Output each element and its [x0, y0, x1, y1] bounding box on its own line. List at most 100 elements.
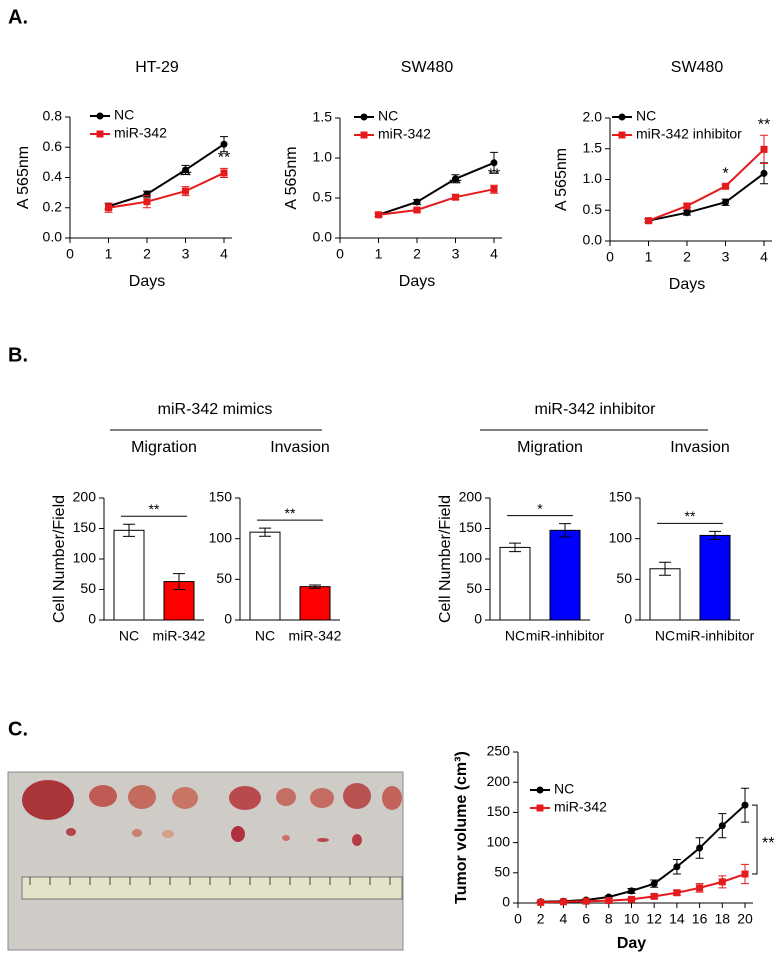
significance: **	[285, 505, 296, 521]
y-tick-label: 0	[88, 611, 96, 627]
point	[582, 897, 590, 905]
point	[650, 892, 658, 900]
y-tick-label: 0.2	[43, 198, 63, 214]
point	[741, 870, 749, 878]
y-tick-label: 1.0	[313, 149, 333, 165]
y-tick-label: 0.0	[583, 232, 603, 248]
y-tick-label: 0.0	[313, 229, 333, 245]
point	[683, 202, 691, 210]
bar	[113, 529, 145, 621]
x-tick-label: NC	[119, 628, 139, 644]
x-tick-label: 2	[143, 246, 151, 262]
legend-label: miR-342	[554, 799, 607, 815]
error-bar	[173, 573, 185, 590]
point	[490, 159, 498, 167]
point	[182, 166, 189, 174]
y-tick-label: 0.5	[313, 189, 333, 205]
chart-title: SW480	[401, 59, 454, 76]
point	[220, 140, 228, 148]
bracket	[752, 804, 758, 875]
y-tick-label: 150	[487, 803, 511, 819]
point	[683, 209, 691, 217]
x-tick-label: miR-inhibitor	[676, 628, 755, 644]
point	[618, 131, 626, 139]
y-tick-label: 200	[487, 773, 511, 789]
x-tick-label: 10	[624, 911, 640, 927]
point	[182, 187, 189, 195]
y-tick-label: 150	[459, 519, 483, 535]
point	[360, 113, 368, 121]
y-tick-label: 0	[502, 894, 510, 910]
point	[741, 801, 749, 809]
y-tick-label: 200	[459, 489, 483, 505]
chart-title: Migration	[517, 439, 583, 456]
y-tick-label: 50	[216, 570, 232, 586]
y-tick-label: 50	[494, 864, 510, 880]
bar	[699, 534, 731, 621]
significance: **	[149, 501, 160, 517]
x-tick-label: 4	[760, 249, 768, 265]
point	[696, 884, 704, 892]
tumor-photo	[7, 771, 404, 951]
bar	[249, 531, 281, 621]
y-tick-label: 100	[209, 529, 233, 545]
point	[628, 887, 635, 895]
x-tick-label: 4	[560, 911, 568, 927]
x-tick-label: 18	[715, 911, 731, 927]
significance: **	[685, 508, 696, 524]
x-tick-label: 0	[606, 249, 614, 265]
x-tick-label: 0	[514, 911, 522, 927]
y-tick-label: 1.5	[313, 109, 333, 125]
chart-title: Invasion	[270, 439, 330, 456]
y-tick-label: 1.5	[583, 139, 603, 155]
legend-label: NC	[114, 107, 134, 123]
y-tick-label: 0.4	[43, 168, 63, 184]
y-tick-label: 250	[487, 743, 511, 759]
annotation: **	[449, 176, 461, 193]
y-tick-label: 100	[487, 833, 511, 849]
point	[760, 145, 768, 153]
y-tick-label: 200	[73, 489, 97, 505]
point	[375, 211, 382, 219]
y-tick-label: 1.0	[583, 170, 603, 186]
series-line	[648, 172, 765, 222]
x-tick-label: 4	[490, 246, 498, 262]
error-bar	[123, 523, 135, 537]
x-tick-label: 12	[646, 911, 662, 927]
x-tick-label: 1	[105, 246, 113, 262]
annotation: **	[179, 168, 191, 185]
x-tick-label: 0	[66, 246, 74, 262]
y-axis-label: Cell Number/Field	[51, 495, 68, 623]
point	[645, 217, 652, 225]
point	[536, 786, 544, 794]
significance: *	[537, 500, 543, 516]
point	[673, 863, 681, 871]
point	[722, 182, 729, 190]
y-tick-label: 100	[459, 550, 483, 566]
y-tick-label: 0	[624, 611, 632, 627]
x-tick-label: 14	[669, 911, 685, 927]
series-line	[648, 148, 765, 222]
legend-label: miR-342 inhibitor	[636, 126, 742, 142]
y-axis-label: A 565nm	[553, 148, 570, 211]
annotation: **	[758, 116, 770, 133]
series-line	[108, 172, 225, 209]
y-tick-label: 0.6	[43, 138, 63, 154]
point	[718, 822, 726, 830]
annotation: *	[722, 166, 728, 183]
point	[413, 198, 421, 206]
point	[537, 898, 545, 906]
x-tick-label: 3	[182, 246, 190, 262]
annotation: **	[218, 150, 230, 167]
point	[360, 131, 368, 139]
point	[413, 206, 421, 214]
x-axis-label: Days	[399, 273, 435, 290]
y-axis-label: Cell Number/Field	[437, 495, 454, 623]
error-bar	[659, 561, 671, 576]
point	[143, 198, 151, 206]
y-tick-label: 50	[616, 570, 632, 586]
point	[96, 112, 104, 120]
x-tick-label: 1	[645, 249, 653, 265]
x-tick-label: miR-342	[153, 628, 206, 644]
